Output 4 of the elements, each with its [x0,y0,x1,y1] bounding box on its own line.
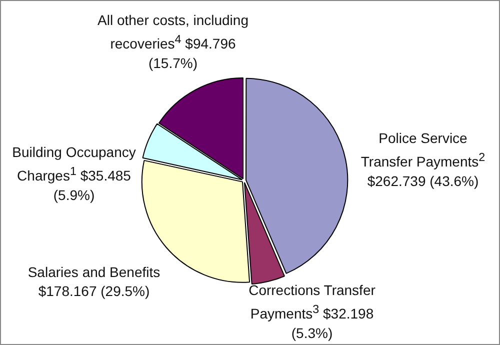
data-label: $262.739 (43.6%) [367,172,479,189]
data-label: $178.167 (29.5%) [38,283,150,299]
slice-label: Salaries and Benefits [28,264,160,280]
slice-label: Police Service Transfer Payments$^{2}$ [360,130,486,170]
